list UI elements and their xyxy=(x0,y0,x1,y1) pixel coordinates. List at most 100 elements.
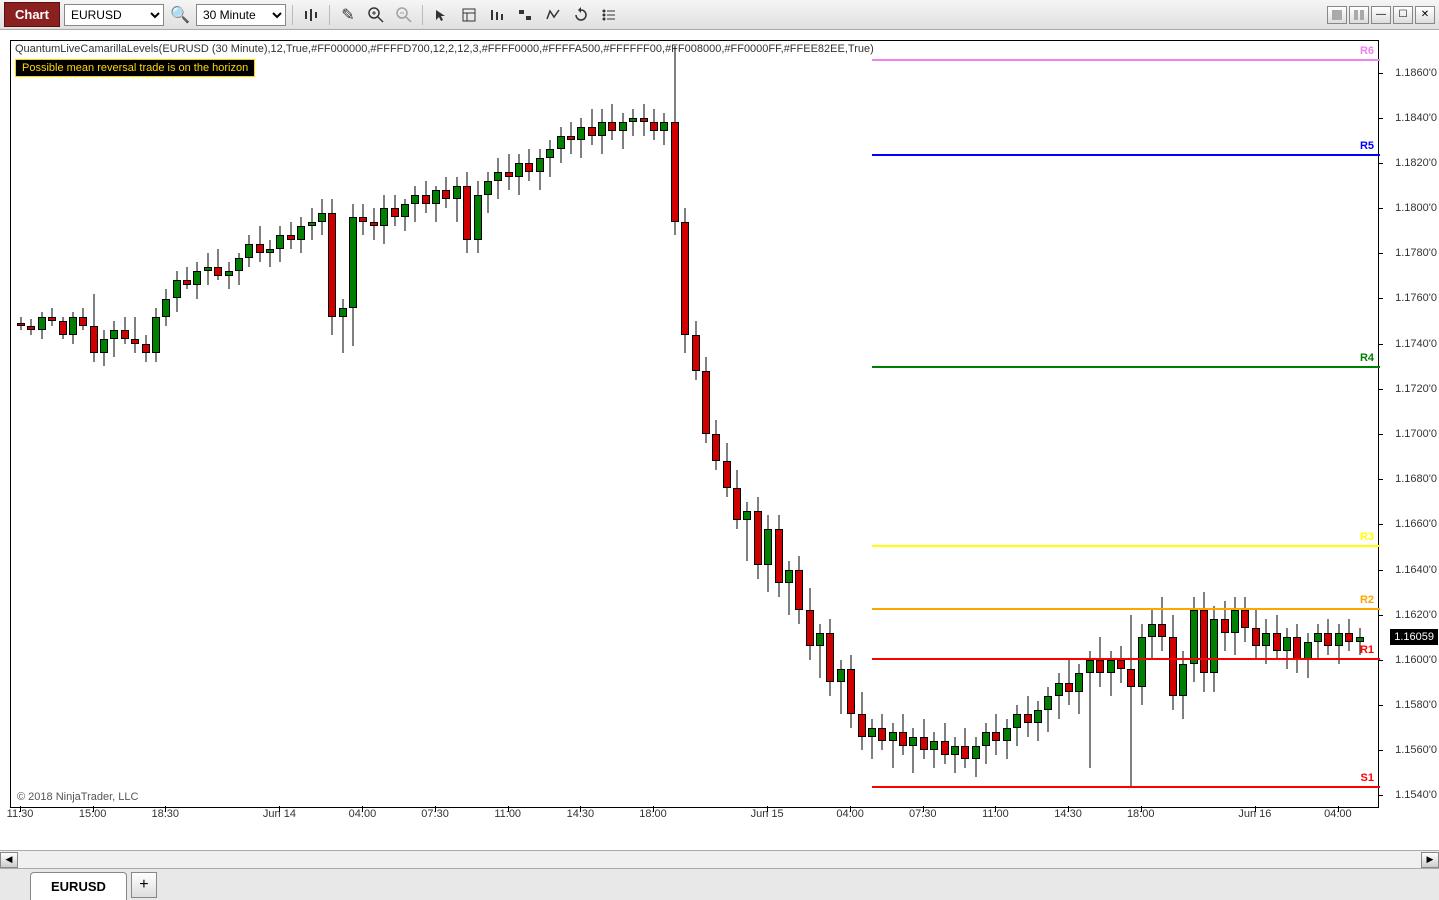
y-tick-label: 1.1600'0 xyxy=(1395,654,1437,666)
level-line-r5 xyxy=(872,154,1380,156)
candle xyxy=(1241,41,1249,809)
candle xyxy=(702,41,710,809)
minimize-icon[interactable]: — xyxy=(1371,6,1391,24)
add-tab-button[interactable]: + xyxy=(131,872,157,898)
candle xyxy=(1096,41,1104,809)
search-icon[interactable]: 🔍 xyxy=(168,3,192,27)
candle xyxy=(930,41,938,809)
candle xyxy=(193,41,201,809)
candle xyxy=(723,41,731,809)
candle xyxy=(308,41,316,809)
candle xyxy=(577,41,585,809)
y-tick-label: 1.1700'0 xyxy=(1395,428,1437,440)
candle xyxy=(650,41,658,809)
properties-icon[interactable] xyxy=(597,3,621,27)
chart-button[interactable]: Chart xyxy=(4,2,60,27)
candle xyxy=(982,41,990,809)
level-line-r3 xyxy=(872,545,1380,547)
candle xyxy=(909,41,917,809)
cursor-icon[interactable] xyxy=(429,3,453,27)
candle xyxy=(1055,41,1063,809)
refresh-icon[interactable] xyxy=(569,3,593,27)
candle xyxy=(1335,41,1343,809)
candle xyxy=(743,41,751,809)
level-line-r1 xyxy=(872,658,1380,660)
y-tick-label: 1.1640'0 xyxy=(1395,564,1437,576)
candle xyxy=(432,41,440,809)
zoom-in-icon[interactable] xyxy=(364,3,388,27)
data-box-icon[interactable] xyxy=(457,3,481,27)
candle xyxy=(941,41,949,809)
candle xyxy=(546,41,554,809)
candle xyxy=(1148,41,1156,809)
candle xyxy=(69,41,77,809)
toolbar: Chart EURUSD 🔍 30 Minute ✎ — ☐ ✕ xyxy=(0,0,1439,30)
pencil-icon[interactable]: ✎ xyxy=(336,3,360,27)
chart-area: QuantumLiveCamarillaLevels(EURUSD (30 Mi… xyxy=(0,30,1439,868)
candle xyxy=(878,41,886,809)
candle xyxy=(266,41,274,809)
candle xyxy=(733,41,741,809)
close-icon[interactable]: ✕ xyxy=(1415,6,1435,24)
level-label-r2: R2 xyxy=(1360,594,1374,606)
y-axis[interactable]: 1.1540'01.1560'01.1580'01.1600'01.1620'0… xyxy=(1379,40,1439,808)
candle xyxy=(764,41,772,809)
y-tick-label: 1.1840'0 xyxy=(1395,112,1437,124)
chart-plot[interactable]: QuantumLiveCamarillaLevels(EURUSD (30 Mi… xyxy=(10,40,1379,808)
level-label-r4: R4 xyxy=(1360,352,1374,364)
level-label-r6: R6 xyxy=(1360,45,1374,57)
candle xyxy=(463,41,471,809)
candle xyxy=(110,41,118,809)
x-axis[interactable]: 11:3015:0018:30Jun 1404:0007:3011:0014:3… xyxy=(10,808,1379,838)
instrument-select[interactable]: EURUSD xyxy=(64,4,164,26)
candle xyxy=(1221,41,1229,809)
candle xyxy=(422,41,430,809)
zigzag-icon[interactable] xyxy=(541,3,565,27)
candle xyxy=(1024,41,1032,809)
candle xyxy=(328,41,336,809)
candle xyxy=(775,41,783,809)
candle xyxy=(1190,41,1198,809)
candle xyxy=(619,41,627,809)
candlestick-icon[interactable] xyxy=(299,3,323,27)
candle xyxy=(17,41,25,809)
level-line-r4 xyxy=(872,366,1380,368)
candle xyxy=(339,41,347,809)
candle xyxy=(1356,41,1364,809)
candle xyxy=(795,41,803,809)
y-tick-label: 1.1680'0 xyxy=(1395,473,1437,485)
candle xyxy=(837,41,845,809)
candle xyxy=(1127,41,1135,809)
candle xyxy=(785,41,793,809)
scroll-left-icon[interactable]: ◀ xyxy=(0,852,18,868)
candle xyxy=(1117,41,1125,809)
candle xyxy=(245,41,253,809)
candle xyxy=(951,41,959,809)
candle xyxy=(131,41,139,809)
candle xyxy=(1324,41,1332,809)
scroll-right-icon[interactable]: ▶ xyxy=(1421,852,1439,868)
candle xyxy=(660,41,668,809)
candle xyxy=(359,41,367,809)
maximize-icon[interactable]: ☐ xyxy=(1393,6,1413,24)
candle xyxy=(505,41,513,809)
candle xyxy=(121,41,129,809)
timeframe-select[interactable]: 30 Minute xyxy=(196,4,286,26)
tile2-icon[interactable] xyxy=(1349,6,1369,24)
separator xyxy=(329,5,330,25)
candle xyxy=(1044,41,1052,809)
candle xyxy=(79,41,87,809)
horizontal-scrollbar[interactable]: ◀ ▶ xyxy=(0,850,1439,868)
candle xyxy=(1065,41,1073,809)
tab-eurusd[interactable]: EURUSD xyxy=(30,872,127,900)
candle xyxy=(1210,41,1218,809)
tile-icon[interactable] xyxy=(1327,6,1347,24)
candle xyxy=(152,41,160,809)
bars-icon[interactable] xyxy=(485,3,509,27)
candle xyxy=(100,41,108,809)
candle xyxy=(608,41,616,809)
levels-icon[interactable] xyxy=(513,3,537,27)
candle xyxy=(256,41,264,809)
scroll-track[interactable] xyxy=(18,852,1421,868)
zoom-out-icon[interactable] xyxy=(392,3,416,27)
